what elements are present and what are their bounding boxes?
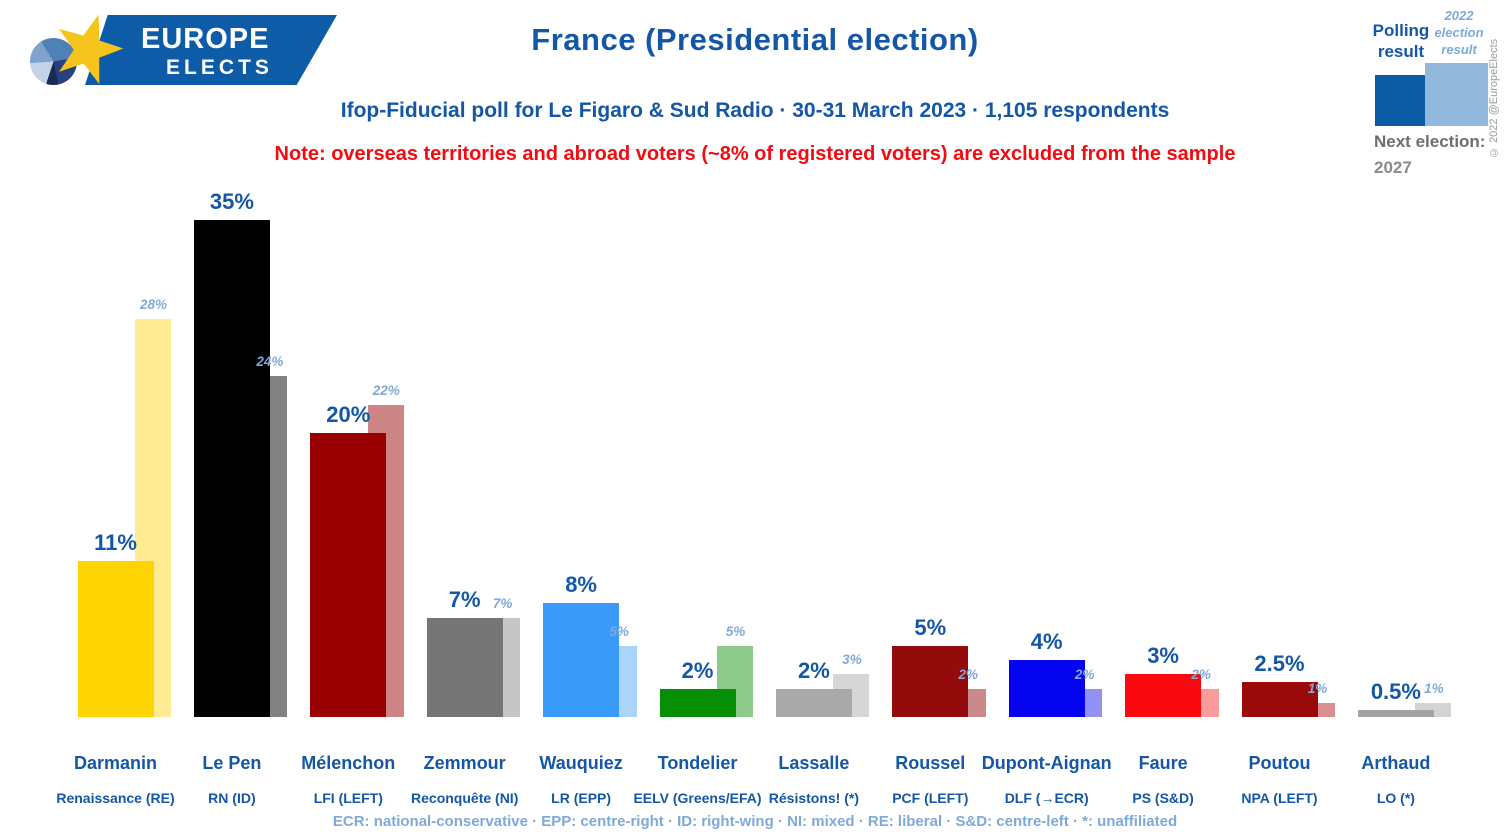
exclusion-note: Note: overseas territories and abroad vo…	[274, 143, 1236, 165]
polling-result-bar	[892, 646, 969, 717]
candidate-name: Tondelier	[657, 753, 738, 773]
page-title: France (Presidential election)	[531, 22, 979, 57]
next-election-year: 2027	[1374, 158, 1412, 177]
polling-percent-label: 0.5%	[1370, 678, 1421, 704]
polling-result-bar	[1241, 681, 1318, 717]
legend-polling-swatch	[1375, 75, 1425, 126]
candidate-party: EELV (Greens/EFA)	[633, 790, 762, 806]
legend-election-swatch	[1425, 63, 1488, 126]
election-percent-label: 2%	[1074, 666, 1095, 682]
polling-percent-label: 4%	[1030, 629, 1063, 655]
poll-subtitle: Ifop-Fiducial poll for Le Figaro & Sud R…	[340, 99, 1170, 122]
candidate-party: LO (*)	[1376, 790, 1415, 806]
election-percent-label: 24%	[256, 354, 284, 370]
logo-text-elects: ELECTS	[166, 56, 273, 79]
candidate-name: Wauquiez	[539, 753, 623, 773]
election-percent-label: 7%	[492, 595, 513, 611]
polling-result-bar	[775, 688, 852, 717]
polling-result-bar	[659, 688, 736, 717]
next-election-label: Next election:	[1374, 132, 1486, 151]
europe-elects-logo: EUROPE ELECTS	[0, 0, 360, 110]
legend-election-result-label: 2022 election result	[1434, 8, 1484, 57]
polling-result-bar	[310, 433, 387, 717]
candidate-party: NPA (LEFT)	[1241, 790, 1318, 806]
polling-result-bar	[543, 603, 620, 717]
candidate-party: LR (EPP)	[551, 790, 612, 806]
election-percent-label: 28%	[139, 297, 168, 313]
candidate-party: DLF (→ECR)	[1004, 790, 1089, 806]
polling-result-bar	[1008, 660, 1085, 717]
logo-banner: EUROPE ELECTS	[85, 15, 337, 85]
election-percent-label: 5%	[609, 624, 629, 639]
polling-percent-label: 5%	[914, 615, 947, 640]
polling-result-bar	[193, 220, 270, 717]
candidate-name: Zemmour	[423, 753, 506, 773]
election-percent-label: 1%	[1307, 680, 1328, 696]
candidate-name: Mélenchon	[301, 753, 396, 773]
candidate-name: Le Pen	[202, 753, 262, 773]
candidate-party: PCF (LEFT)	[892, 790, 969, 806]
polling-percent-label: 2%	[797, 657, 830, 683]
candidate-name: Roussel	[895, 753, 966, 773]
polling-result-bar	[426, 617, 503, 717]
polling-result-bar	[77, 560, 154, 717]
logo-text-europe: EUROPE	[141, 23, 270, 55]
polling-percent-label: 20%	[326, 402, 371, 427]
election-percent-label: 5%	[725, 624, 746, 639]
polling-percent-label: 2.5%	[1254, 650, 1305, 676]
election-percent-label: 1%	[1424, 680, 1444, 696]
candidate-party: LFI (LEFT)	[313, 790, 383, 806]
polling-percent-label: 7%	[448, 586, 481, 612]
election-percent-label: 3%	[842, 652, 862, 668]
polling-percent-label: 11%	[94, 529, 137, 555]
election-percent-label: 2%	[1191, 666, 1211, 682]
candidate-party: Reconquête (NI)	[411, 790, 519, 806]
candidate-party: Résistons! (*)	[768, 790, 859, 806]
candidate-party: PS (S&D)	[1132, 790, 1194, 806]
election-percent-label: 22%	[372, 382, 400, 398]
candidate-name: Lassalle	[778, 753, 850, 773]
polling-result-bar	[1357, 709, 1434, 717]
candidate-name: Arthaud	[1361, 753, 1431, 773]
candidate-name: Darmanin	[73, 753, 158, 773]
candidate-name: Faure	[1138, 753, 1188, 773]
legend-polling-result-label: Polling result	[1372, 21, 1430, 61]
polling-result-bar	[1125, 674, 1202, 717]
candidate-name: Dupont-Aignan	[981, 753, 1112, 773]
polling-percent-label: 3%	[1147, 643, 1179, 669]
election-percent-label: 2%	[958, 666, 979, 682]
group-abbreviations-footnote: ECR: national-conservative · EPP: centre…	[332, 813, 1178, 830]
polling-percent-label: 35%	[209, 189, 254, 214]
polling-percent-label: 2%	[681, 657, 714, 683]
candidate-party: RN (ID)	[208, 790, 256, 806]
polling-percent-label: 8%	[565, 572, 597, 598]
candidate-party: Renaissance (RE)	[56, 790, 175, 806]
candidate-name: Poutou	[1248, 753, 1311, 773]
